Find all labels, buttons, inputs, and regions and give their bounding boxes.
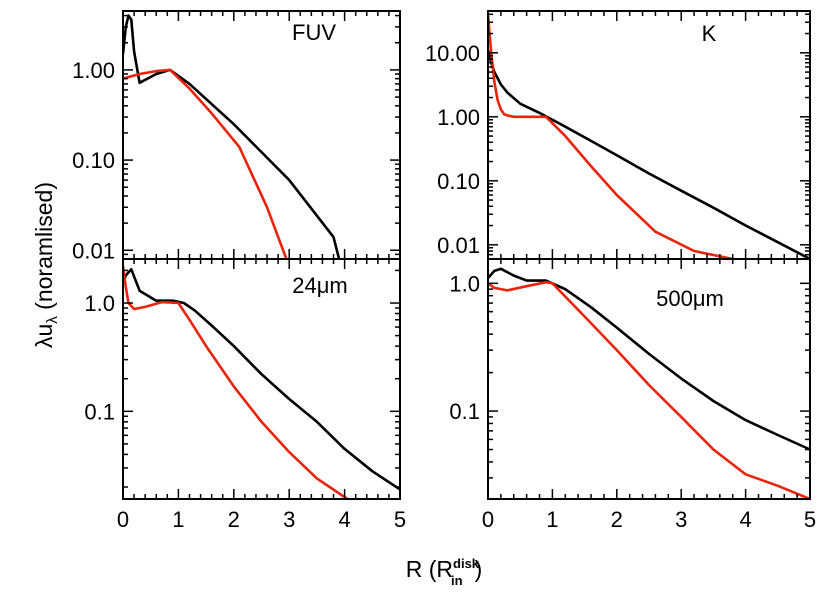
y-tick-label: 0.10 <box>437 169 480 194</box>
series-line-red <box>488 280 810 499</box>
panel-bottom-right: 1.0 0.1 0 1 2 3 4 5 500μm <box>449 258 816 532</box>
y-tick-label: 1.0 <box>449 271 480 296</box>
y-tick-label: 1.00 <box>72 58 115 83</box>
y-tick-label: 0.10 <box>72 148 115 173</box>
x-tick-label: 0 <box>117 507 129 532</box>
panel-top-left: 1.00 0.10 0.01 FUV <box>72 10 401 263</box>
x-tick-label: 5 <box>804 507 816 532</box>
series-line-black <box>123 267 400 491</box>
panel-frame <box>487 258 811 500</box>
y-tick-label: 0.01 <box>437 233 480 258</box>
series-line-red <box>488 14 733 259</box>
x-tick-label: 4 <box>739 507 751 532</box>
series-line-black <box>488 267 810 451</box>
panel-top-right: 10.00 1.00 0.10 0.01 K <box>425 10 811 260</box>
y-tick-label: 0.1 <box>84 399 115 424</box>
x-tick-label: 4 <box>338 507 350 532</box>
x-tick-label: 1 <box>172 507 184 532</box>
x-tick-label: 3 <box>675 507 687 532</box>
panel-frame <box>487 10 811 260</box>
panel-title: K <box>702 21 717 46</box>
y-tick-label: 0.1 <box>449 399 480 424</box>
panel-title: 500μm <box>656 286 724 311</box>
x-tick-label: 5 <box>394 507 406 532</box>
panel-title: 24μm <box>292 273 347 298</box>
panel-bottom-left: 1.0 0.1 0 1 2 3 4 5 24μm <box>84 258 406 532</box>
series-line-red <box>123 265 349 499</box>
series-line-black <box>488 49 810 259</box>
y-tick-label: 1.0 <box>84 291 115 316</box>
x-tick-label: 0 <box>482 507 494 532</box>
x-tick-label: 1 <box>546 507 558 532</box>
panel-title: FUV <box>292 20 336 45</box>
y-axis-label: λuλ (noramlised) <box>31 182 61 348</box>
x-axis-label: R (Rdisk in) <box>406 556 483 588</box>
x-tick-label: 2 <box>228 507 240 532</box>
panels-group: 1.000.100.01FUV10.001.000.100.01K1.00.10… <box>72 10 816 532</box>
y-tick-label: 10.00 <box>425 41 480 66</box>
x-tick-label: 3 <box>283 507 295 532</box>
panel-frame <box>122 258 401 500</box>
x-tick-label: 2 <box>611 507 623 532</box>
y-tick-label: 1.00 <box>437 105 480 130</box>
series-line-red <box>123 68 288 259</box>
series-line-black <box>123 14 341 259</box>
y-tick-label: 0.01 <box>72 238 115 263</box>
panel-frame <box>122 10 401 260</box>
